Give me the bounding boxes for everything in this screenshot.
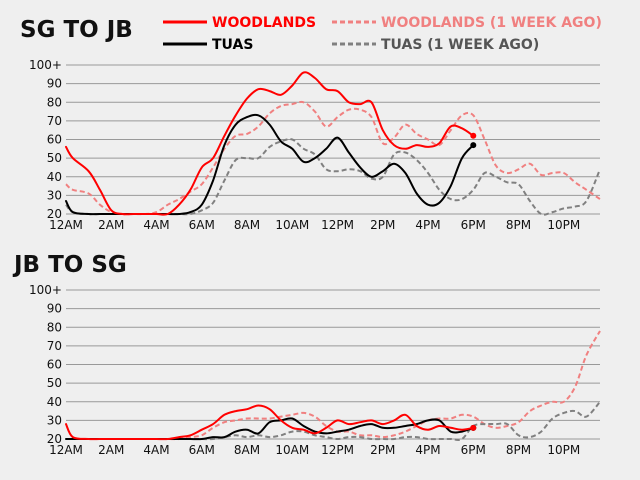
- x-tick-label: 8AM: [234, 218, 260, 232]
- y-tick-label: 70: [47, 114, 62, 128]
- y-tick-label: 100+: [29, 58, 62, 72]
- y-tick-label: 40: [47, 170, 62, 184]
- x-tick-label: 10PM: [547, 443, 580, 457]
- x-tick-label: 4AM: [143, 218, 169, 232]
- x-tick-label: 6PM: [461, 218, 486, 232]
- legend-label-tuas: TUAS: [212, 37, 253, 53]
- legend-item-tuas-week[interactable]: TUAS (1 WEEK AGO): [332, 37, 539, 53]
- legend-item-woodlands[interactable]: WOODLANDS: [163, 15, 316, 31]
- y-tick-label: 40: [47, 395, 62, 409]
- y-tick-label: 90: [47, 302, 62, 316]
- y-tick-label: 60: [47, 358, 62, 372]
- x-tick-label: 6PM: [461, 443, 486, 457]
- y-tick-label: 50: [47, 151, 62, 165]
- y-tick-label: 30: [47, 188, 62, 202]
- y-tick-label: 30: [47, 413, 62, 427]
- y-tick-label: 70: [47, 339, 62, 353]
- series-line-tuas-week: [65, 138, 601, 216]
- series-line-woodlands: [65, 71, 475, 216]
- x-tick-label: 4AM: [143, 443, 169, 457]
- legend-label-woodlands: WOODLANDS: [212, 15, 316, 31]
- x-tick-label: 12PM: [321, 443, 354, 457]
- legend: WOODLANDS WOODLANDS (1 WEEK AGO) TUAS TU…: [163, 15, 602, 53]
- x-tick-label: 4PM: [415, 218, 440, 232]
- x-tick-label: 12PM: [321, 218, 354, 232]
- x-tick-label: 2PM: [370, 443, 395, 457]
- x-tick-label: 6AM: [189, 218, 215, 232]
- y-tick-label: 80: [47, 320, 62, 334]
- chart-panel-jb-to-sg: 20 30 40 50 60 70 80 90 100+ 12AM 2AM 4AM 6AM 8AM 10AM…: [29, 283, 601, 457]
- series-line-woodlands-week: [65, 100, 601, 216]
- x-tick-label: 4PM: [415, 443, 440, 457]
- x-tick-label: 10AM: [275, 443, 309, 457]
- series-end-marker-woodlands: [470, 132, 477, 139]
- legend-label-woodlands-week: WOODLANDS (1 WEEK AGO): [381, 15, 602, 31]
- x-tick-label: 8PM: [506, 443, 531, 457]
- y-tick-label: 20: [47, 432, 62, 446]
- x-tick-label: 12AM: [49, 218, 83, 232]
- y-tick-label: 60: [47, 133, 62, 147]
- x-tick-label: 6AM: [189, 443, 215, 457]
- series-end-marker-tuas: [470, 142, 477, 149]
- x-tick-label: 10AM: [275, 218, 309, 232]
- series-end-marker-woodlands: [470, 424, 477, 431]
- legend-item-tuas[interactable]: TUAS: [163, 37, 253, 53]
- x-tick-label: 12AM: [49, 443, 83, 457]
- x-tick-label: 2AM: [98, 218, 124, 232]
- chart-title-sg-to-jb: SG TO JB: [20, 17, 133, 43]
- x-tick-label: 8AM: [234, 443, 260, 457]
- x-tick-label: 10PM: [547, 218, 580, 232]
- y-tick-label: 50: [47, 376, 62, 390]
- chart-panel-sg-to-jb: 20 30 40 50 60 70 80 90 100+ 12AM 2AM 4AM 6AM 8AM 10AM…: [29, 58, 601, 232]
- y-tick-label: 20: [47, 207, 62, 221]
- legend-label-tuas-week: TUAS (1 WEEK AGO): [381, 37, 539, 53]
- x-tick-label: 2AM: [98, 443, 124, 457]
- chart-title-jb-to-sg: JB TO SG: [12, 252, 127, 278]
- y-tick-label: 80: [47, 95, 62, 109]
- y-tick-label: 100+: [29, 283, 62, 297]
- legend-item-woodlands-week[interactable]: WOODLANDS (1 WEEK AGO): [332, 15, 602, 31]
- x-tick-label: 2PM: [370, 218, 395, 232]
- series-line-woodlands: [65, 404, 475, 441]
- x-tick-label: 8PM: [506, 218, 531, 232]
- y-tick-label: 90: [47, 77, 62, 91]
